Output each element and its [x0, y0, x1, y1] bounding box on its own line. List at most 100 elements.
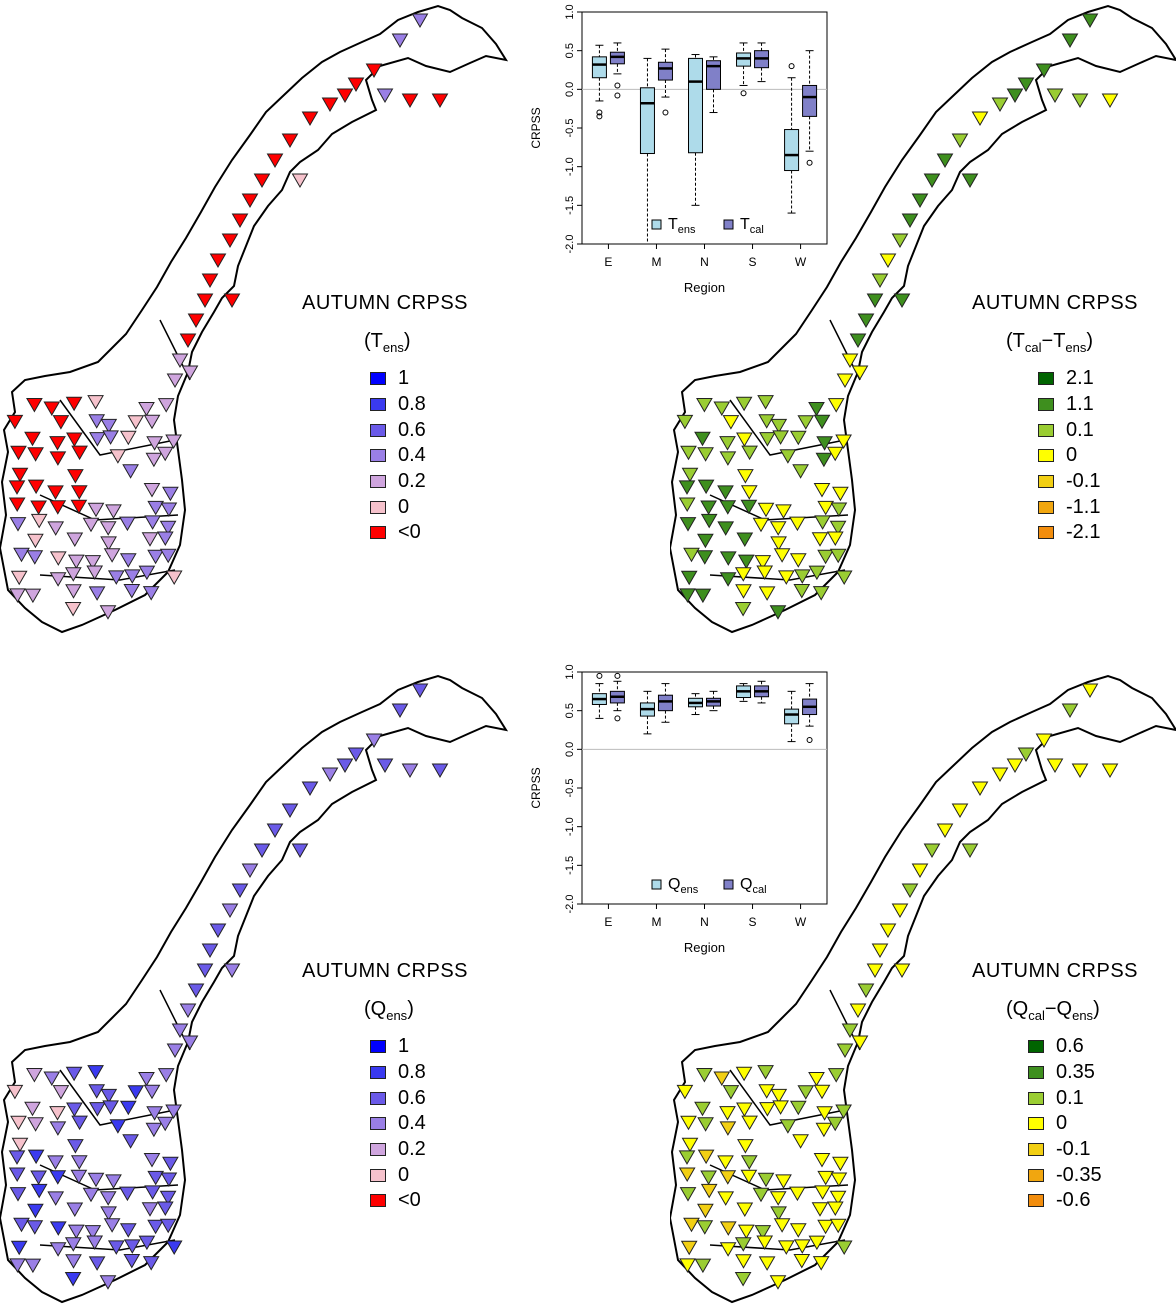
box-T_cal-N — [706, 56, 721, 114]
y-tick-label: 0.5 — [564, 43, 576, 58]
plot-frame — [581, 11, 828, 245]
map-panel-q-ens: AUTUMN CRPSS (Qens) 1 0.8 0.6 0.4 0.2 0 … — [0, 670, 507, 1306]
y-tick-label: 0.0 — [564, 82, 576, 97]
legend-subtitle: (Tcal−Tens) — [1006, 330, 1094, 355]
legend-item: -0.35 — [1028, 1162, 1102, 1188]
boxplot-t: 1.0 0.5 0.0 -0.5 -1.0 -1.5 -2.0 CRPSS E M N S W Regio… — [529, 4, 828, 295]
box-T_cal-M — [657, 48, 673, 116]
legend-swatch — [651, 879, 662, 890]
map-panel-q-diff: AUTUMN CRPSS (Qcal−Qens) 0.6 0.35 0.1 0 … — [669, 670, 1176, 1306]
x-tick-label: N — [700, 255, 709, 269]
box-Q_cal-W — [802, 683, 818, 744]
box-Q_cal-M — [657, 683, 673, 723]
x-tick-label: W — [795, 915, 807, 929]
box-Q_ens-S — [736, 683, 752, 702]
legend-label: Qens — [668, 876, 699, 896]
legend-subtitle: (Qens) — [364, 998, 414, 1023]
y-tick-label: -0.5 — [564, 119, 576, 138]
station-marker — [402, 763, 418, 778]
legend-item: -0.1 — [1028, 1137, 1102, 1163]
station-marker — [1102, 93, 1118, 108]
legend-item: 0.4 — [370, 443, 426, 469]
y-tick-label: 0.5 — [564, 703, 576, 718]
box-T_ens-E — [591, 44, 607, 120]
legend-item: 0.1 — [1038, 417, 1100, 443]
legend-list: 1 0.8 0.6 0.4 0.2 0 <0 — [370, 366, 426, 546]
legend-subtitle: (Qcal−Qens) — [1006, 998, 1100, 1023]
box-Q_cal-E — [609, 672, 625, 722]
legend-list: 1 0.8 0.6 0.4 0.2 0 <0 — [370, 1034, 426, 1214]
legend-swatch — [651, 219, 662, 230]
y-tick-label: -1.5 — [564, 856, 576, 875]
station-marker — [894, 293, 910, 308]
x-tick-label: E — [604, 915, 612, 929]
map-panel-t-ens: AUTUMN CRPSS (Tens) 1 0.8 0.6 0.4 0.2 0 … — [0, 0, 507, 650]
norway-map-q-diff — [669, 675, 1176, 1303]
x-tick-label: N — [700, 915, 709, 929]
legend-label: Tcal — [740, 216, 764, 236]
station-marker — [377, 758, 393, 773]
box-T_cal-W — [802, 50, 818, 166]
legend-label: Qcal — [740, 876, 767, 896]
legend-title: AUTUMN CRPSS — [972, 960, 1139, 982]
box-Q_ens-N — [688, 693, 703, 716]
y-tick-label: -2.0 — [564, 895, 576, 914]
legend-swatch — [723, 219, 734, 230]
box-Q_ens-M — [639, 690, 655, 735]
station-marker — [166, 1240, 183, 1255]
legend-item: <0 — [370, 1188, 426, 1214]
station-marker — [1102, 763, 1118, 778]
x-tick-label: W — [795, 255, 807, 269]
legend-list: 2.1 1.1 0.1 0 -0.1 -1.1 -2.1 — [1038, 366, 1100, 546]
plot-frame — [581, 671, 828, 905]
box-T_ens-N — [688, 54, 703, 206]
legend-item: 0.6 — [1028, 1034, 1102, 1060]
station-marker — [962, 173, 978, 188]
station-marker — [1047, 88, 1063, 103]
legend-subtitle: (Tens) — [364, 330, 411, 355]
y-axis-label: CRPSS — [529, 767, 543, 808]
legend-item: -0.6 — [1028, 1188, 1102, 1214]
station-marker — [224, 293, 240, 308]
box-T_ens-W — [784, 63, 800, 214]
box-Q_ens-E — [591, 672, 607, 719]
station-marker — [836, 570, 853, 585]
legend-item: 1 — [370, 1034, 426, 1060]
norway-map-q-ens — [0, 675, 507, 1303]
norway-map-t-ens — [0, 5, 507, 633]
station-marker — [292, 173, 308, 188]
x-tick-label: M — [651, 255, 661, 269]
station-marker — [432, 93, 448, 108]
x-tick-label: M — [651, 915, 661, 929]
y-tick-label: 0.0 — [564, 742, 576, 757]
legend-item: 0.6 — [370, 417, 426, 443]
station-marker — [836, 1240, 853, 1255]
legend-item: 0.6 — [370, 1085, 426, 1111]
legend-item: 1 — [370, 366, 426, 392]
legend-title: AUTUMN CRPSS — [302, 292, 469, 314]
station-marker — [1072, 763, 1088, 778]
station-marker — [962, 843, 978, 858]
legend-item: 0 — [1038, 443, 1100, 469]
norway-map-t-diff — [669, 5, 1176, 633]
y-tick-label: 1.0 — [564, 4, 576, 19]
box-T_cal-E — [609, 42, 625, 99]
y-tick-label: -1.0 — [564, 817, 576, 836]
legend-item: 0.35 — [1028, 1060, 1102, 1086]
legend-item: 0.4 — [370, 1111, 426, 1137]
station-marker — [377, 88, 393, 103]
box-T_ens-M — [639, 57, 655, 245]
legend-item: 0.1 — [1028, 1085, 1102, 1111]
y-tick-label: 1.0 — [564, 664, 576, 679]
legend-item: 1.1 — [1038, 392, 1100, 418]
legend-item: 0.2 — [370, 1137, 426, 1163]
legend-item: 0 — [370, 494, 426, 520]
legend-item: -2.1 — [1038, 520, 1100, 546]
legend-swatch — [723, 879, 734, 890]
x-tick-label: E — [604, 255, 612, 269]
station-marker — [432, 763, 448, 778]
x-tick-label: S — [749, 255, 757, 269]
y-tick-label: -1.5 — [564, 196, 576, 215]
x-tick-label: S — [749, 915, 757, 929]
station-marker — [1072, 93, 1088, 108]
